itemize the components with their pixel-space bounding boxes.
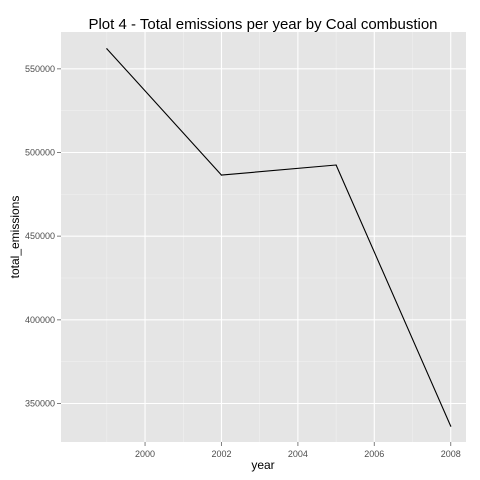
chart-title: Plot 4 - Total emissions per year by Coa… [88, 16, 437, 33]
plot-panel [61, 32, 466, 442]
x-axis-title: year [251, 458, 274, 472]
y-tick-label: 450000 [25, 231, 55, 241]
x-tick-label: 2006 [364, 449, 384, 459]
y-tick-label: 350000 [25, 399, 55, 409]
y-tick-label: 550000 [25, 64, 55, 74]
y-axis-title: total_emissions [8, 196, 22, 279]
data-point [106, 48, 108, 50]
y-tick-label: 500000 [25, 147, 55, 157]
series-line [106, 48, 452, 427]
x-tick-label: 2000 [135, 449, 155, 459]
y-axis: 350000 400000 450000 500000 550000 [25, 64, 61, 409]
x-tick-label: 2004 [288, 449, 308, 459]
data-point [335, 164, 337, 166]
series-layer [106, 48, 452, 427]
data-point [220, 174, 223, 176]
data-point [450, 425, 452, 427]
x-axis: 2000 2002 2004 2006 2008 [135, 442, 461, 459]
x-tick-label: 2008 [441, 449, 461, 459]
minor-gridlines [61, 32, 466, 442]
x-tick-label: 2002 [211, 449, 231, 459]
y-tick-label: 400000 [25, 315, 55, 325]
major-gridlines [61, 32, 466, 442]
